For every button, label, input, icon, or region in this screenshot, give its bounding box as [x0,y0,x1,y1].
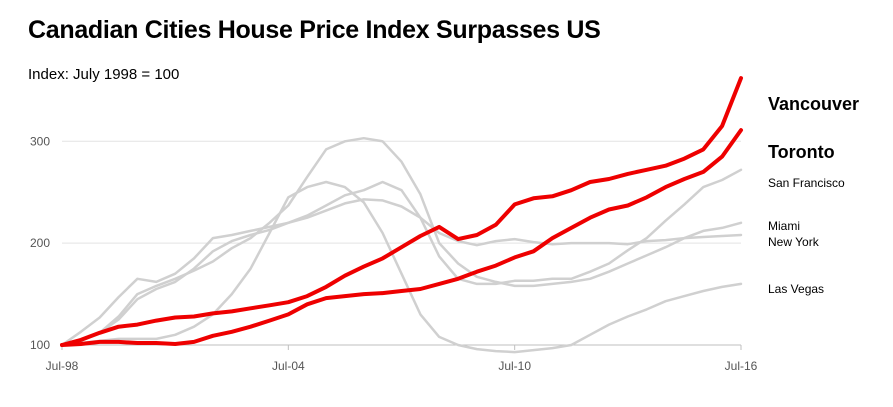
x-axis-ticks: Jul-98 Jul-04 Jul-10 Jul-16 [46,345,758,373]
series-line-miami [60,136,743,347]
series-labels: Vancouver Toronto San Francisco Miami New Yo… [768,94,859,296]
series-label-san-francisco: San Francisco [768,176,845,190]
y-tick-label: 100 [30,338,50,352]
series-line-san-francisco [60,168,743,347]
series-label-new-york: New York [768,235,820,249]
x-tick-label: Jul-16 [725,359,758,373]
series-label-las-vegas: Las Vegas [768,282,824,296]
series-line-vancouver [60,76,743,347]
series-label-toronto: Toronto [768,142,835,162]
chart-title: Canadian Cities House Price Index Surpas… [28,16,601,44]
x-tick-label: Jul-10 [498,359,531,373]
series-line-las-vegas [60,180,743,354]
series-label-miami: Miami [768,219,800,233]
series-line-new-york [60,198,743,347]
y-tick-label: 200 [30,236,50,250]
series-label-vancouver: Vancouver [768,94,859,114]
y-axis-ticks: 100 200 300 [30,134,50,352]
x-tick-label: Jul-04 [272,359,305,373]
us-series-lines [60,136,743,354]
series-line-toronto [60,128,743,347]
canada-series-lines [60,76,743,347]
chart-subtitle: Index: July 1998 = 100 [28,66,180,83]
y-tick-label: 300 [30,134,50,148]
x-tick-label: Jul-98 [46,359,79,373]
